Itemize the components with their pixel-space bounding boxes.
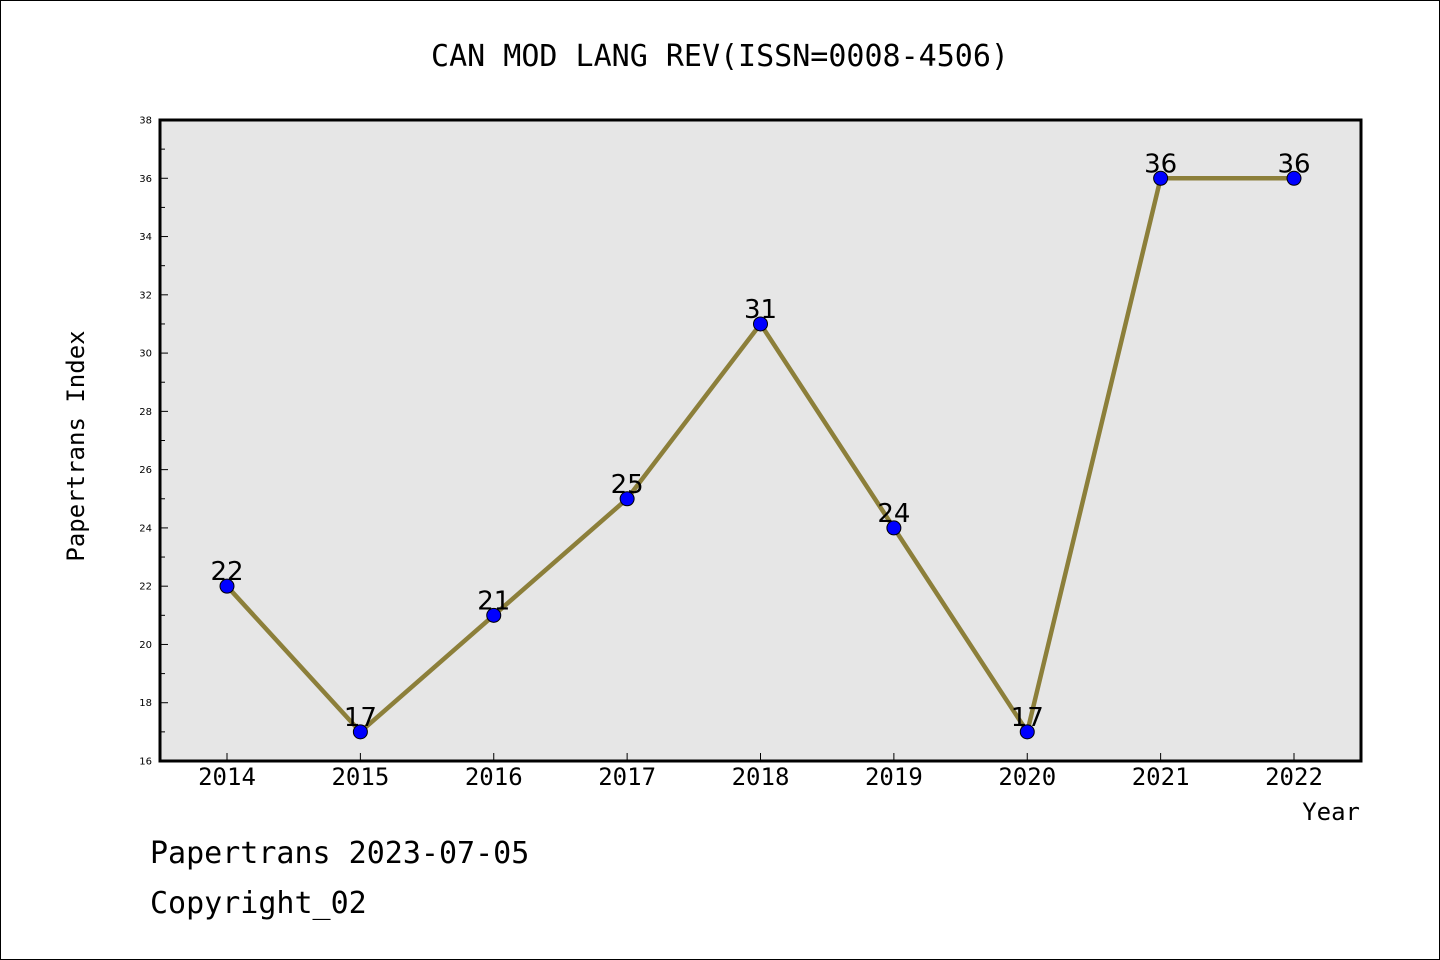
data-label: 17	[344, 703, 377, 733]
y-axis: 16 18 20 22 24 26 28 30 32 34 36 38	[139, 116, 168, 768]
data-label: 25	[611, 470, 644, 500]
x-tick-label: 2015	[331, 763, 389, 791]
x-tick-label: 2018	[732, 763, 790, 791]
y-tick-label: 32	[139, 290, 152, 301]
x-axis-label: Year	[1302, 798, 1360, 826]
x-tick-label: 2014	[198, 763, 256, 791]
chart-title: CAN MOD LANG REV(ISSN=0008-4506)	[431, 39, 1009, 74]
data-label: 24	[877, 499, 910, 529]
data-label: 36	[1144, 149, 1177, 179]
data-label-layer: 22 17 21 25 31 24 17 36 36	[210, 149, 1310, 733]
y-tick-label: 24	[139, 523, 152, 534]
marker-layer	[219, 170, 1302, 740]
y-tick-label: 30	[139, 349, 152, 360]
footer-copyright: Copyright_02	[150, 886, 367, 921]
data-point	[886, 520, 902, 536]
data-point	[486, 607, 502, 623]
x-tick-label: 2021	[1132, 763, 1190, 791]
data-label: 21	[477, 586, 510, 616]
data-label: 36	[1277, 149, 1310, 179]
y-tick-label: 16	[139, 757, 152, 768]
y-tick-label: 34	[139, 232, 152, 243]
x-tick-label: 2022	[1265, 763, 1323, 791]
x-tick-label: 2020	[998, 763, 1056, 791]
data-point	[619, 491, 635, 507]
x-axis: 2014 2015 2016 2017 2018 2019 2020 2021 2022	[198, 753, 1323, 791]
data-label: 22	[210, 557, 243, 587]
data-point	[1019, 724, 1035, 740]
data-point	[1286, 170, 1302, 186]
data-label: 31	[744, 295, 777, 325]
x-tick-label: 2017	[598, 763, 656, 791]
footer-date-line: Papertrans 2023-07-05	[150, 836, 530, 871]
y-tick-label: 28	[139, 407, 152, 418]
data-point	[753, 316, 768, 332]
y-axis-label: Papertrans Index	[62, 330, 90, 561]
data-point	[352, 724, 368, 740]
data-point	[219, 578, 235, 594]
y-tick-label: 18	[139, 698, 152, 709]
plot-area	[158, 118, 1363, 763]
y-tick-label: 26	[139, 465, 152, 476]
y-tick-label: 36	[139, 174, 152, 185]
data-point	[1153, 170, 1169, 186]
x-tick-label: 2016	[465, 763, 523, 791]
y-tick-label: 38	[139, 116, 152, 127]
data-label: 17	[1011, 703, 1044, 733]
y-tick-label: 20	[139, 640, 152, 651]
x-tick-label: 2019	[865, 763, 923, 791]
y-tick-label: 22	[139, 582, 152, 593]
